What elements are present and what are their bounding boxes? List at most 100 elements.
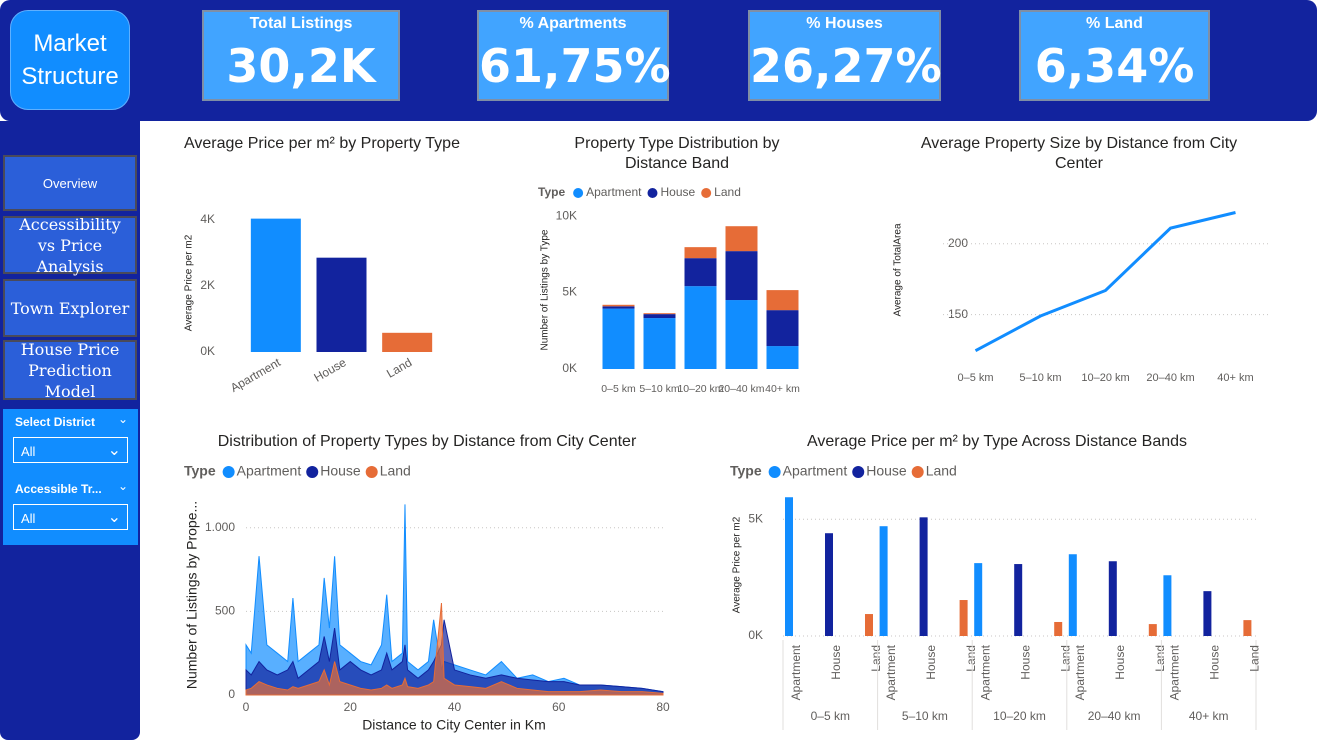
legend-label: House: [320, 463, 361, 479]
filter: Select District ⌄ All ⌄: [3, 409, 138, 478]
filter-dropdown[interactable]: All ⌄: [13, 504, 128, 530]
y-tick-label: 500: [215, 604, 235, 618]
bar-segment: [725, 300, 758, 369]
y-tick-label: 4K: [200, 212, 215, 226]
x-tick-label: Land: [384, 355, 414, 380]
chart-title: Property Type Distribution by Distance B…: [574, 135, 780, 172]
kpi-label: % Houses: [806, 15, 883, 32]
x-tick-label: 40: [448, 700, 462, 714]
bar-segment: [684, 258, 717, 287]
x-subcategory-label: House: [1113, 645, 1127, 680]
x-tick-label: 40+ km: [1189, 709, 1229, 723]
charts: 0K 2K 4K Average Price per m2 Apartment House…: [184, 185, 1268, 733]
y-tick-label: 5K: [562, 285, 577, 299]
legend-marker: [701, 188, 712, 198]
legend-label: House: [866, 463, 907, 479]
page-title[interactable]: Market Structure: [10, 10, 130, 110]
x-tick-label: Apartment: [228, 355, 284, 395]
nav-button[interactable]: Town Explorer: [3, 279, 137, 337]
x-subcategory-label: Land: [964, 645, 978, 672]
filter-chevron[interactable]: ⌄: [117, 412, 128, 426]
x-subcategory-label: Apartment: [884, 644, 898, 700]
area: [245, 602, 664, 696]
y-tick-label: 2K: [200, 278, 215, 292]
legend-title: Type: [184, 463, 216, 479]
x-tick-label: House: [312, 355, 349, 385]
x-tick-label: 10–20 km: [677, 383, 723, 395]
y-axis-label: Average Price per m2: [732, 516, 743, 613]
x-subcategory-label: Land: [1058, 645, 1072, 672]
nav-button[interactable]: House Price Prediction Model: [3, 340, 137, 401]
nav-button[interactable]: Accessibility vs Price Analysis: [3, 215, 137, 276]
bar: [1108, 561, 1117, 636]
x-subcategory-label: House: [1208, 645, 1222, 680]
bar-segment: [643, 313, 676, 315]
y-tick-label: 200: [948, 236, 968, 250]
kpi-card: % Houses 26,27%: [748, 10, 942, 101]
kpi-label: % Land: [1086, 15, 1143, 32]
x-subcategory-label: Land: [1248, 645, 1262, 672]
x-tick-label: 5–10 km: [639, 383, 680, 395]
y-tick-label: 0K: [200, 344, 215, 358]
legend-marker: [222, 466, 235, 478]
legend-marker: [573, 188, 584, 198]
bar-segment: [766, 346, 799, 369]
x-tick-label: 40+ km: [1217, 372, 1253, 384]
bar-segment: [725, 251, 758, 301]
kpi-label: Total Listings: [249, 15, 353, 32]
bar: [1068, 554, 1077, 636]
x-subcategory-label: Land: [1153, 645, 1167, 672]
y-tick-label: 0: [228, 687, 235, 701]
x-tick-label: 0–5 km: [957, 372, 993, 384]
filter-label: Select District: [15, 415, 96, 429]
kpi-card: Total Listings 30,2K: [202, 10, 400, 101]
x-tick-label: 5–10 km: [902, 709, 948, 723]
kpi-value: 30,2K: [226, 39, 376, 93]
y-axis-label: Number of Listings by Type: [540, 229, 551, 350]
kpi-card: % Land 6,34%: [1019, 10, 1210, 101]
y-axis-label: Average of TotalArea: [893, 223, 904, 316]
filter-chevron[interactable]: ⌄: [117, 479, 128, 493]
legend-marker: [768, 466, 781, 478]
bar-segment: [766, 310, 799, 347]
x-tick-label: 0–5 km: [601, 383, 636, 395]
bar: [865, 614, 873, 636]
filter: Accessible Tr... ⌄ All ⌄: [3, 476, 138, 545]
x-tick-label: 20–40 km: [1088, 709, 1141, 723]
bar: [974, 563, 983, 636]
chart-title: Average Property Size by Distance from C…: [920, 135, 1238, 172]
bar: [785, 497, 793, 636]
kpi-card: % Apartments 61,75%: [477, 10, 671, 101]
dropdown-chevron: ⌄: [107, 509, 121, 526]
legend-label: Apartment: [783, 463, 848, 479]
bar-segment: [766, 290, 799, 311]
legend-label: House: [660, 185, 695, 199]
x-tick-label: 20–40 km: [718, 383, 764, 395]
chart-title: Distribution of Property Types by Distan…: [217, 433, 637, 450]
y-tick-label: 150: [948, 307, 968, 321]
legend-marker: [306, 466, 319, 478]
x-subcategory-label: House: [924, 645, 938, 680]
bar: [1014, 564, 1023, 636]
nav-button[interactable]: Overview: [3, 155, 137, 211]
bar: [1243, 620, 1252, 636]
x-tick-label: 60: [552, 700, 566, 714]
bar: [382, 332, 433, 352]
x-tick-label: 20–40 km: [1146, 372, 1194, 384]
bar-segment: [643, 318, 676, 369]
bar: [250, 218, 301, 352]
filter-dropdown[interactable]: All ⌄: [13, 437, 128, 463]
bar: [919, 517, 928, 636]
x-subcategory-label: House: [1018, 645, 1032, 680]
bar: [825, 533, 833, 636]
bar: [1148, 624, 1157, 636]
legend-label: Land: [714, 185, 741, 199]
chart-title: Average Price per m² by Property Type: [184, 135, 460, 152]
x-subcategory-label: Apartment: [1073, 644, 1087, 700]
legend-title: Type: [538, 185, 565, 199]
legend-marker: [365, 466, 378, 478]
filter-value: All: [21, 444, 36, 459]
legend-label: Apartment: [586, 185, 642, 199]
x-subcategory-label: Apartment: [789, 644, 803, 700]
